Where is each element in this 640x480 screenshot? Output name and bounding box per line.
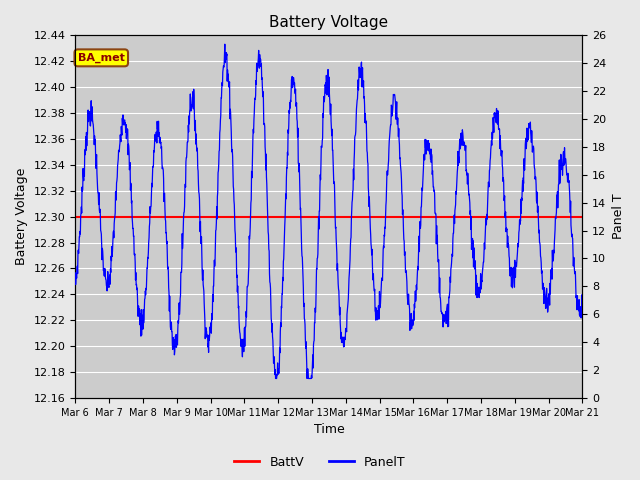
Text: BA_met: BA_met [78,53,125,63]
Y-axis label: Panel T: Panel T [612,194,625,240]
Y-axis label: Battery Voltage: Battery Voltage [15,168,28,265]
Legend: BattV, PanelT: BattV, PanelT [229,451,411,474]
X-axis label: Time: Time [314,423,344,436]
Title: Battery Voltage: Battery Voltage [269,15,388,30]
